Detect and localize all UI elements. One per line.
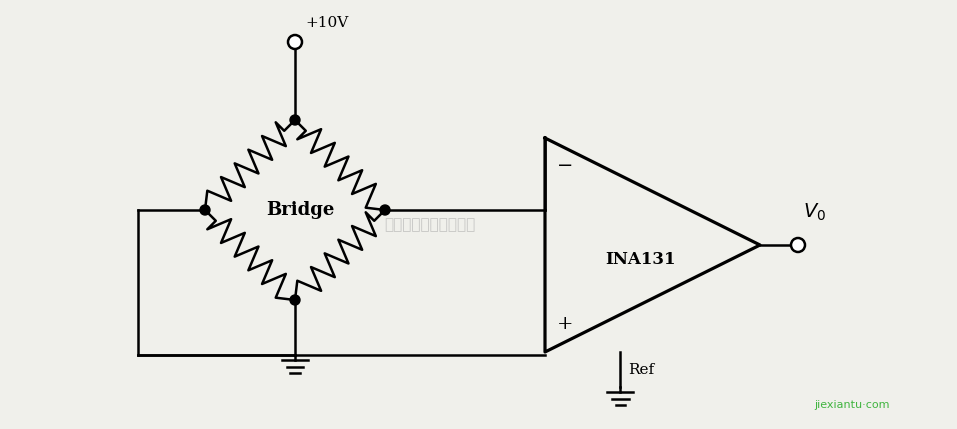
Circle shape (290, 115, 300, 125)
Circle shape (791, 238, 805, 252)
Text: jiexiantu·com: jiexiantu·com (814, 400, 890, 410)
Text: INA131: INA131 (605, 251, 676, 269)
Text: +: + (557, 315, 573, 333)
Circle shape (200, 205, 210, 215)
Text: 杭州贵耶科技有限公司: 杭州贵耶科技有限公司 (385, 218, 476, 233)
Text: −: − (557, 157, 573, 175)
Text: Ref: Ref (628, 363, 655, 377)
Text: $\mathit{V}_0$: $\mathit{V}_0$ (803, 202, 826, 223)
Circle shape (288, 35, 302, 49)
Circle shape (380, 205, 390, 215)
Text: Bridge: Bridge (266, 201, 334, 219)
Circle shape (290, 295, 300, 305)
Text: +10V: +10V (305, 16, 348, 30)
